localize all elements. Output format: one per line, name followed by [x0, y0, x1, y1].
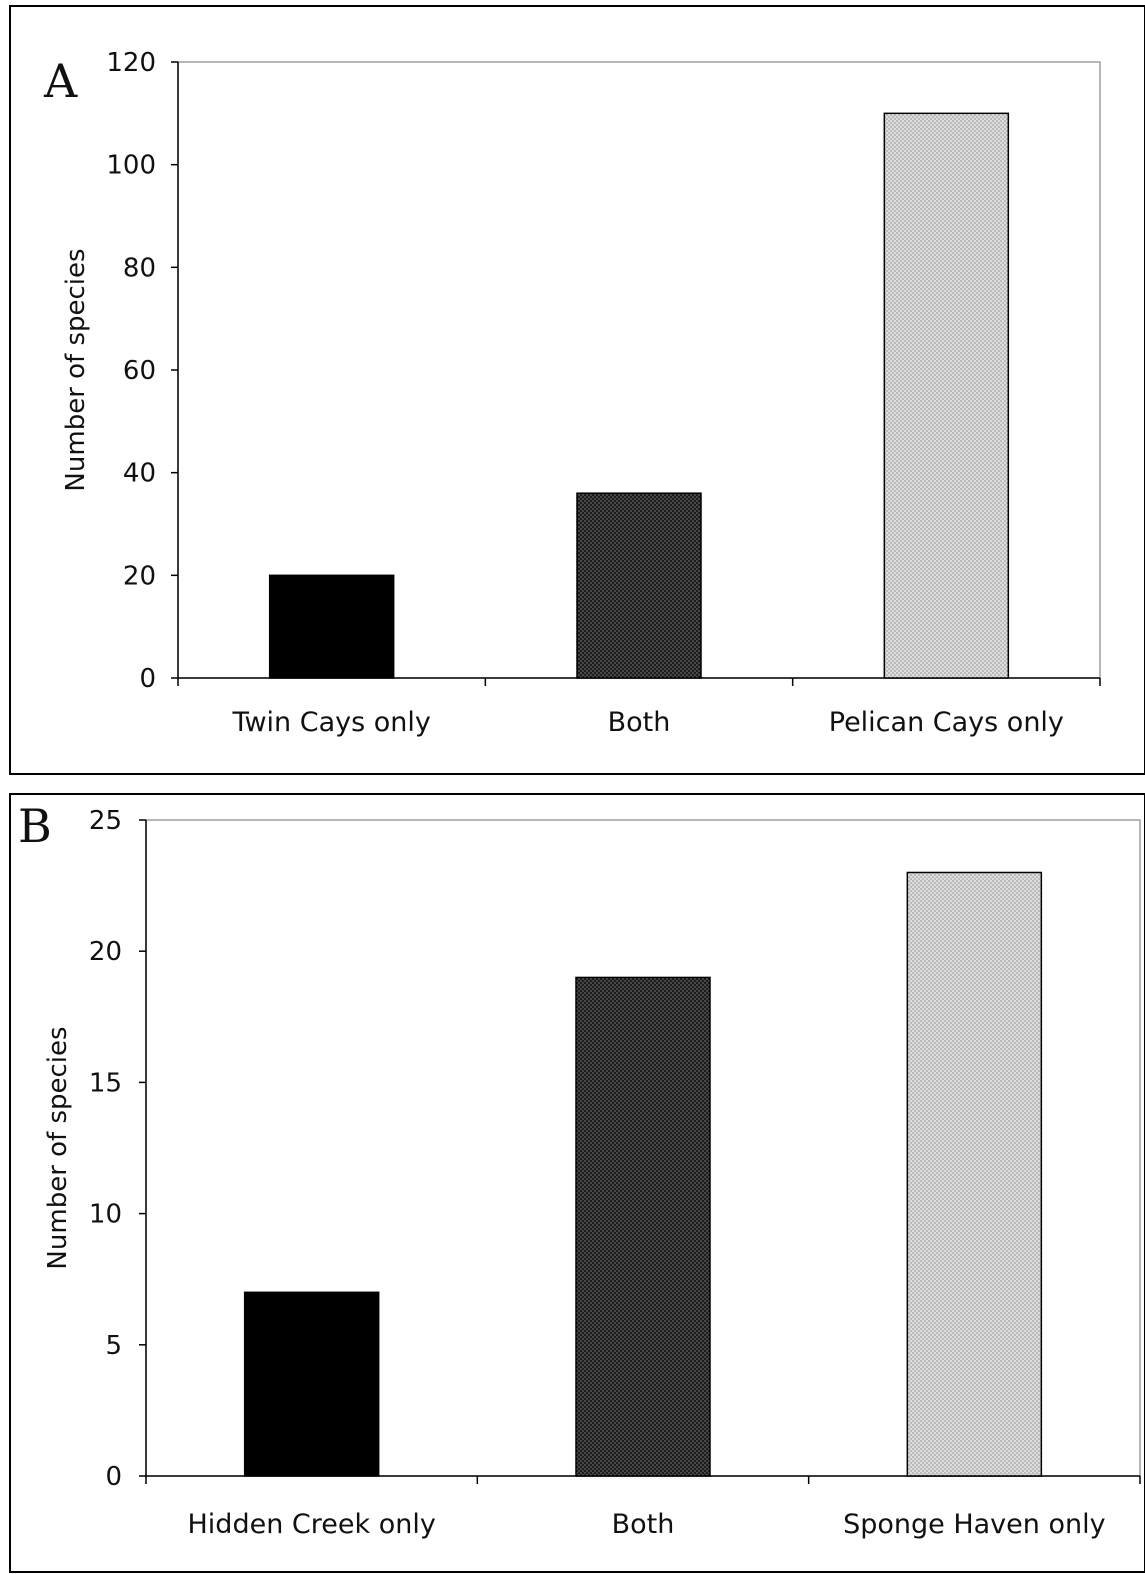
panel-b-bar-2	[906, 871, 1043, 1477]
panel-b-letter: B	[18, 799, 52, 853]
panel-b-category-label: Sponge Haven only	[843, 1509, 1106, 1540]
panel-a: A Number of species 0 20 40 60 80 100 120 Twin …	[9, 5, 1145, 775]
panel-a-bar-0	[268, 574, 395, 679]
panel-a-y-tick-label: 0	[139, 664, 156, 694]
panel-b: B Number of species 0 5 10 15 20 25 Hidden Cre…	[9, 793, 1145, 1573]
panel-b-plot: 0 5 10 15 20 25 Hidden Creek only Both Sponge Ha…	[89, 806, 1141, 1540]
panel-b-y-tick-label: 0	[105, 1462, 122, 1492]
panel-b-bar-0	[243, 1291, 380, 1477]
panel-a-y-tick-label: 40	[123, 459, 156, 489]
panel-a-plot: 0 20 40 60 80 100 120 Twin Cays only Both Pelican…	[106, 48, 1101, 738]
panel-b-y-tick-label: 20	[89, 937, 122, 967]
panel-b-y-tick-label: 15	[89, 1068, 122, 1098]
panel-b-y-tick-label: 25	[89, 806, 122, 836]
panel-a-bar-2	[883, 112, 1010, 679]
panel-a-letter: A	[43, 54, 78, 108]
panel-a-category-label: Pelican Cays only	[829, 707, 1064, 738]
panel-b-y-tick-label: 5	[105, 1331, 122, 1361]
panel-a-y-tick-label: 60	[123, 356, 156, 386]
panel-b-category-label: Both	[612, 1509, 675, 1540]
panel-a-bar-1	[576, 492, 702, 679]
panel-b-y-tick-label: 10	[89, 1200, 122, 1230]
panel-a-y-tick-label: 100	[106, 151, 156, 181]
panel-a-category-label: Both	[608, 707, 671, 738]
panel-a-category-label: Twin Cays only	[231, 707, 430, 738]
panel-a-y-tick-label: 20	[123, 561, 156, 591]
panel-b-y-axis-label: Number of species	[43, 1026, 73, 1269]
panel-b-bar-1	[575, 976, 711, 1477]
panel-a-y-tick-label: 120	[106, 48, 156, 78]
panel-b-category-label: Hidden Creek only	[188, 1509, 436, 1540]
panel-a-y-axis-label: Number of species	[61, 248, 91, 491]
panel-a-y-tick-label: 80	[123, 253, 156, 283]
